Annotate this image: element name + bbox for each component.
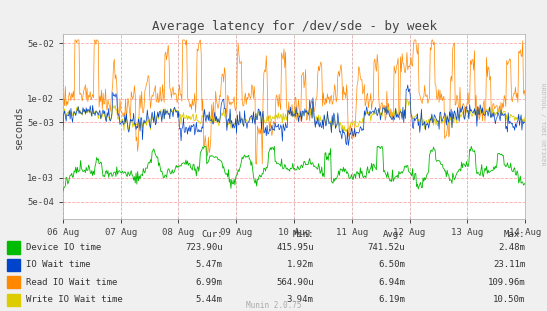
Y-axis label: seconds: seconds — [14, 105, 24, 149]
Text: 109.96m: 109.96m — [488, 278, 526, 287]
Text: 23.11m: 23.11m — [493, 260, 526, 269]
Text: 6.99m: 6.99m — [196, 278, 223, 287]
Text: Min:: Min: — [292, 230, 314, 239]
Text: 2.48m: 2.48m — [498, 243, 526, 252]
Bar — [7, 259, 20, 271]
Text: Munin 2.0.75: Munin 2.0.75 — [246, 301, 301, 310]
Text: 1.92m: 1.92m — [287, 260, 314, 269]
Text: Max:: Max: — [504, 230, 526, 239]
Text: 564.90u: 564.90u — [276, 278, 314, 287]
Text: Read IO Wait time: Read IO Wait time — [26, 278, 117, 287]
Text: 5.44m: 5.44m — [196, 295, 223, 304]
Text: 6.50m: 6.50m — [378, 260, 405, 269]
Title: Average latency for /dev/sde - by week: Average latency for /dev/sde - by week — [152, 20, 437, 33]
Text: Device IO time: Device IO time — [26, 243, 101, 252]
Text: Write IO Wait time: Write IO Wait time — [26, 295, 123, 304]
Bar — [7, 276, 20, 288]
Text: 741.52u: 741.52u — [367, 243, 405, 252]
Text: 723.90u: 723.90u — [185, 243, 223, 252]
Text: RRDTOOL / TOBI OETIKER: RRDTOOL / TOBI OETIKER — [540, 83, 545, 166]
Text: 6.94m: 6.94m — [378, 278, 405, 287]
Text: 3.94m: 3.94m — [287, 295, 314, 304]
Text: 415.95u: 415.95u — [276, 243, 314, 252]
Bar — [7, 294, 20, 306]
Text: Avg:: Avg: — [383, 230, 405, 239]
Bar — [7, 241, 20, 253]
Text: 6.19m: 6.19m — [378, 295, 405, 304]
Text: IO Wait time: IO Wait time — [26, 260, 90, 269]
Text: Cur:: Cur: — [201, 230, 223, 239]
Text: 5.47m: 5.47m — [196, 260, 223, 269]
Text: 10.50m: 10.50m — [493, 295, 526, 304]
